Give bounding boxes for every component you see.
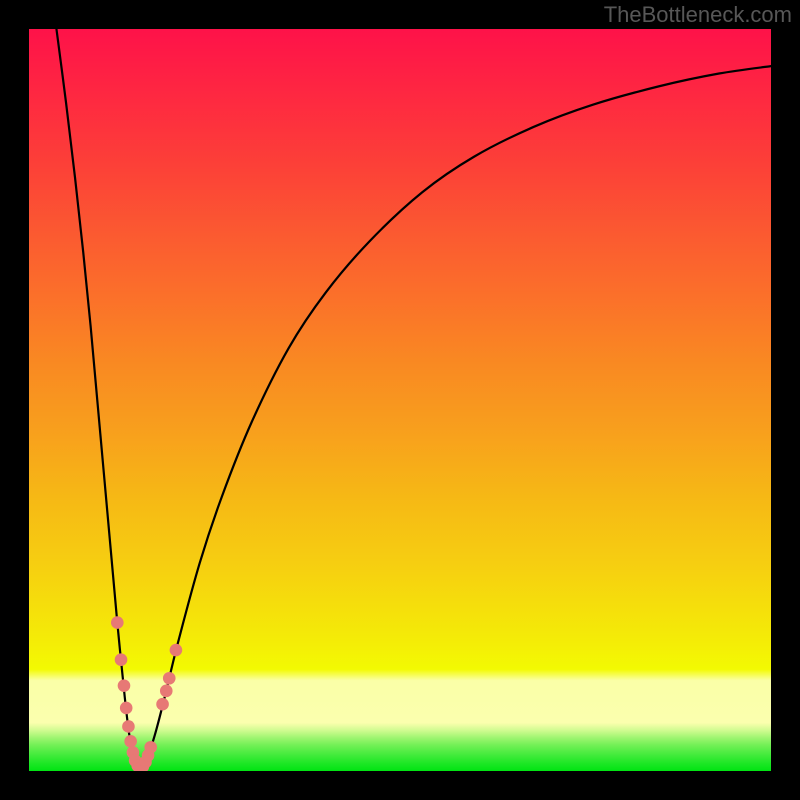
- plot-area: [29, 29, 771, 771]
- watermark-text: TheBottleneck.com: [604, 2, 792, 28]
- chart-stage: TheBottleneck.com: [0, 0, 800, 800]
- gradient-background: [29, 29, 771, 771]
